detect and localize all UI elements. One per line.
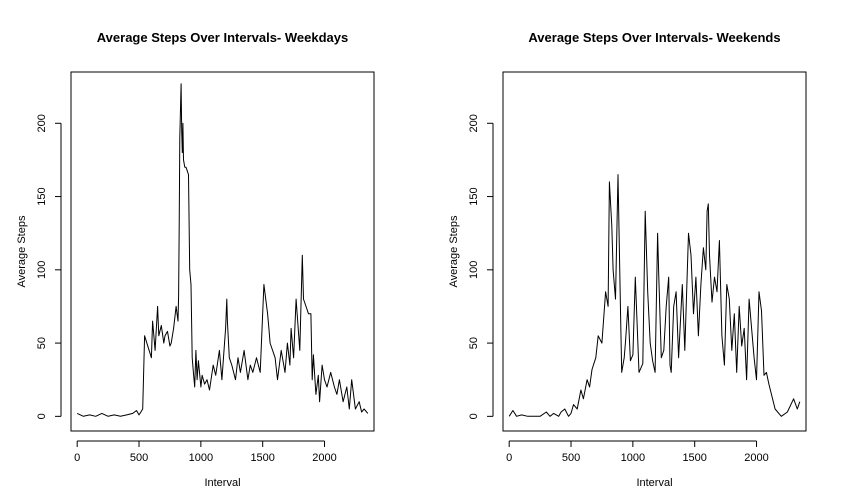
y-tick-label: 0 bbox=[36, 413, 48, 419]
x-tick-label: 1500 bbox=[682, 452, 706, 464]
y-axis-label: Average Steps bbox=[448, 215, 460, 287]
x-tick-label: 2000 bbox=[744, 452, 768, 464]
chart-title: Average Steps Over Intervals- Weekdays bbox=[97, 30, 348, 45]
series-line-1 bbox=[76, 83, 369, 417]
y-tick-label: 100 bbox=[468, 261, 480, 279]
y-tick-label: 50 bbox=[468, 337, 480, 349]
x-tick-label: 0 bbox=[74, 452, 80, 464]
plot-frame bbox=[502, 71, 807, 432]
chart-panel-1: Average Steps Over Intervals- Weekdays 0 5… bbox=[16, 30, 375, 489]
y-tick-label: 150 bbox=[468, 187, 480, 205]
x-tick-label: 1000 bbox=[189, 452, 213, 464]
x-tick-label: 500 bbox=[130, 452, 148, 464]
y-tick-label: 100 bbox=[36, 261, 48, 279]
x-axis-label: Interval bbox=[204, 477, 240, 489]
chart-panel-2: Average Steps Over Intervals- Weekends 0 5… bbox=[448, 30, 807, 489]
x-tick-label: 0 bbox=[506, 452, 512, 464]
x-axis-label: Interval bbox=[636, 477, 672, 489]
y-tick-label: 0 bbox=[468, 413, 480, 419]
y-tick-label: 50 bbox=[36, 337, 48, 349]
x-tick-label: 1000 bbox=[621, 452, 645, 464]
x-tick-label: 500 bbox=[562, 452, 580, 464]
y-tick-label: 200 bbox=[36, 114, 48, 132]
series-line-1 bbox=[508, 174, 801, 417]
chart-title: Average Steps Over Intervals- Weekends bbox=[528, 30, 780, 45]
x-tick-label: 1500 bbox=[250, 452, 274, 464]
x-tick-label: 2000 bbox=[312, 452, 336, 464]
y-tick-label: 150 bbox=[36, 187, 48, 205]
y-tick-label: 200 bbox=[468, 114, 480, 132]
y-axis-label: Average Steps bbox=[16, 215, 28, 287]
plot-frame bbox=[70, 71, 375, 432]
